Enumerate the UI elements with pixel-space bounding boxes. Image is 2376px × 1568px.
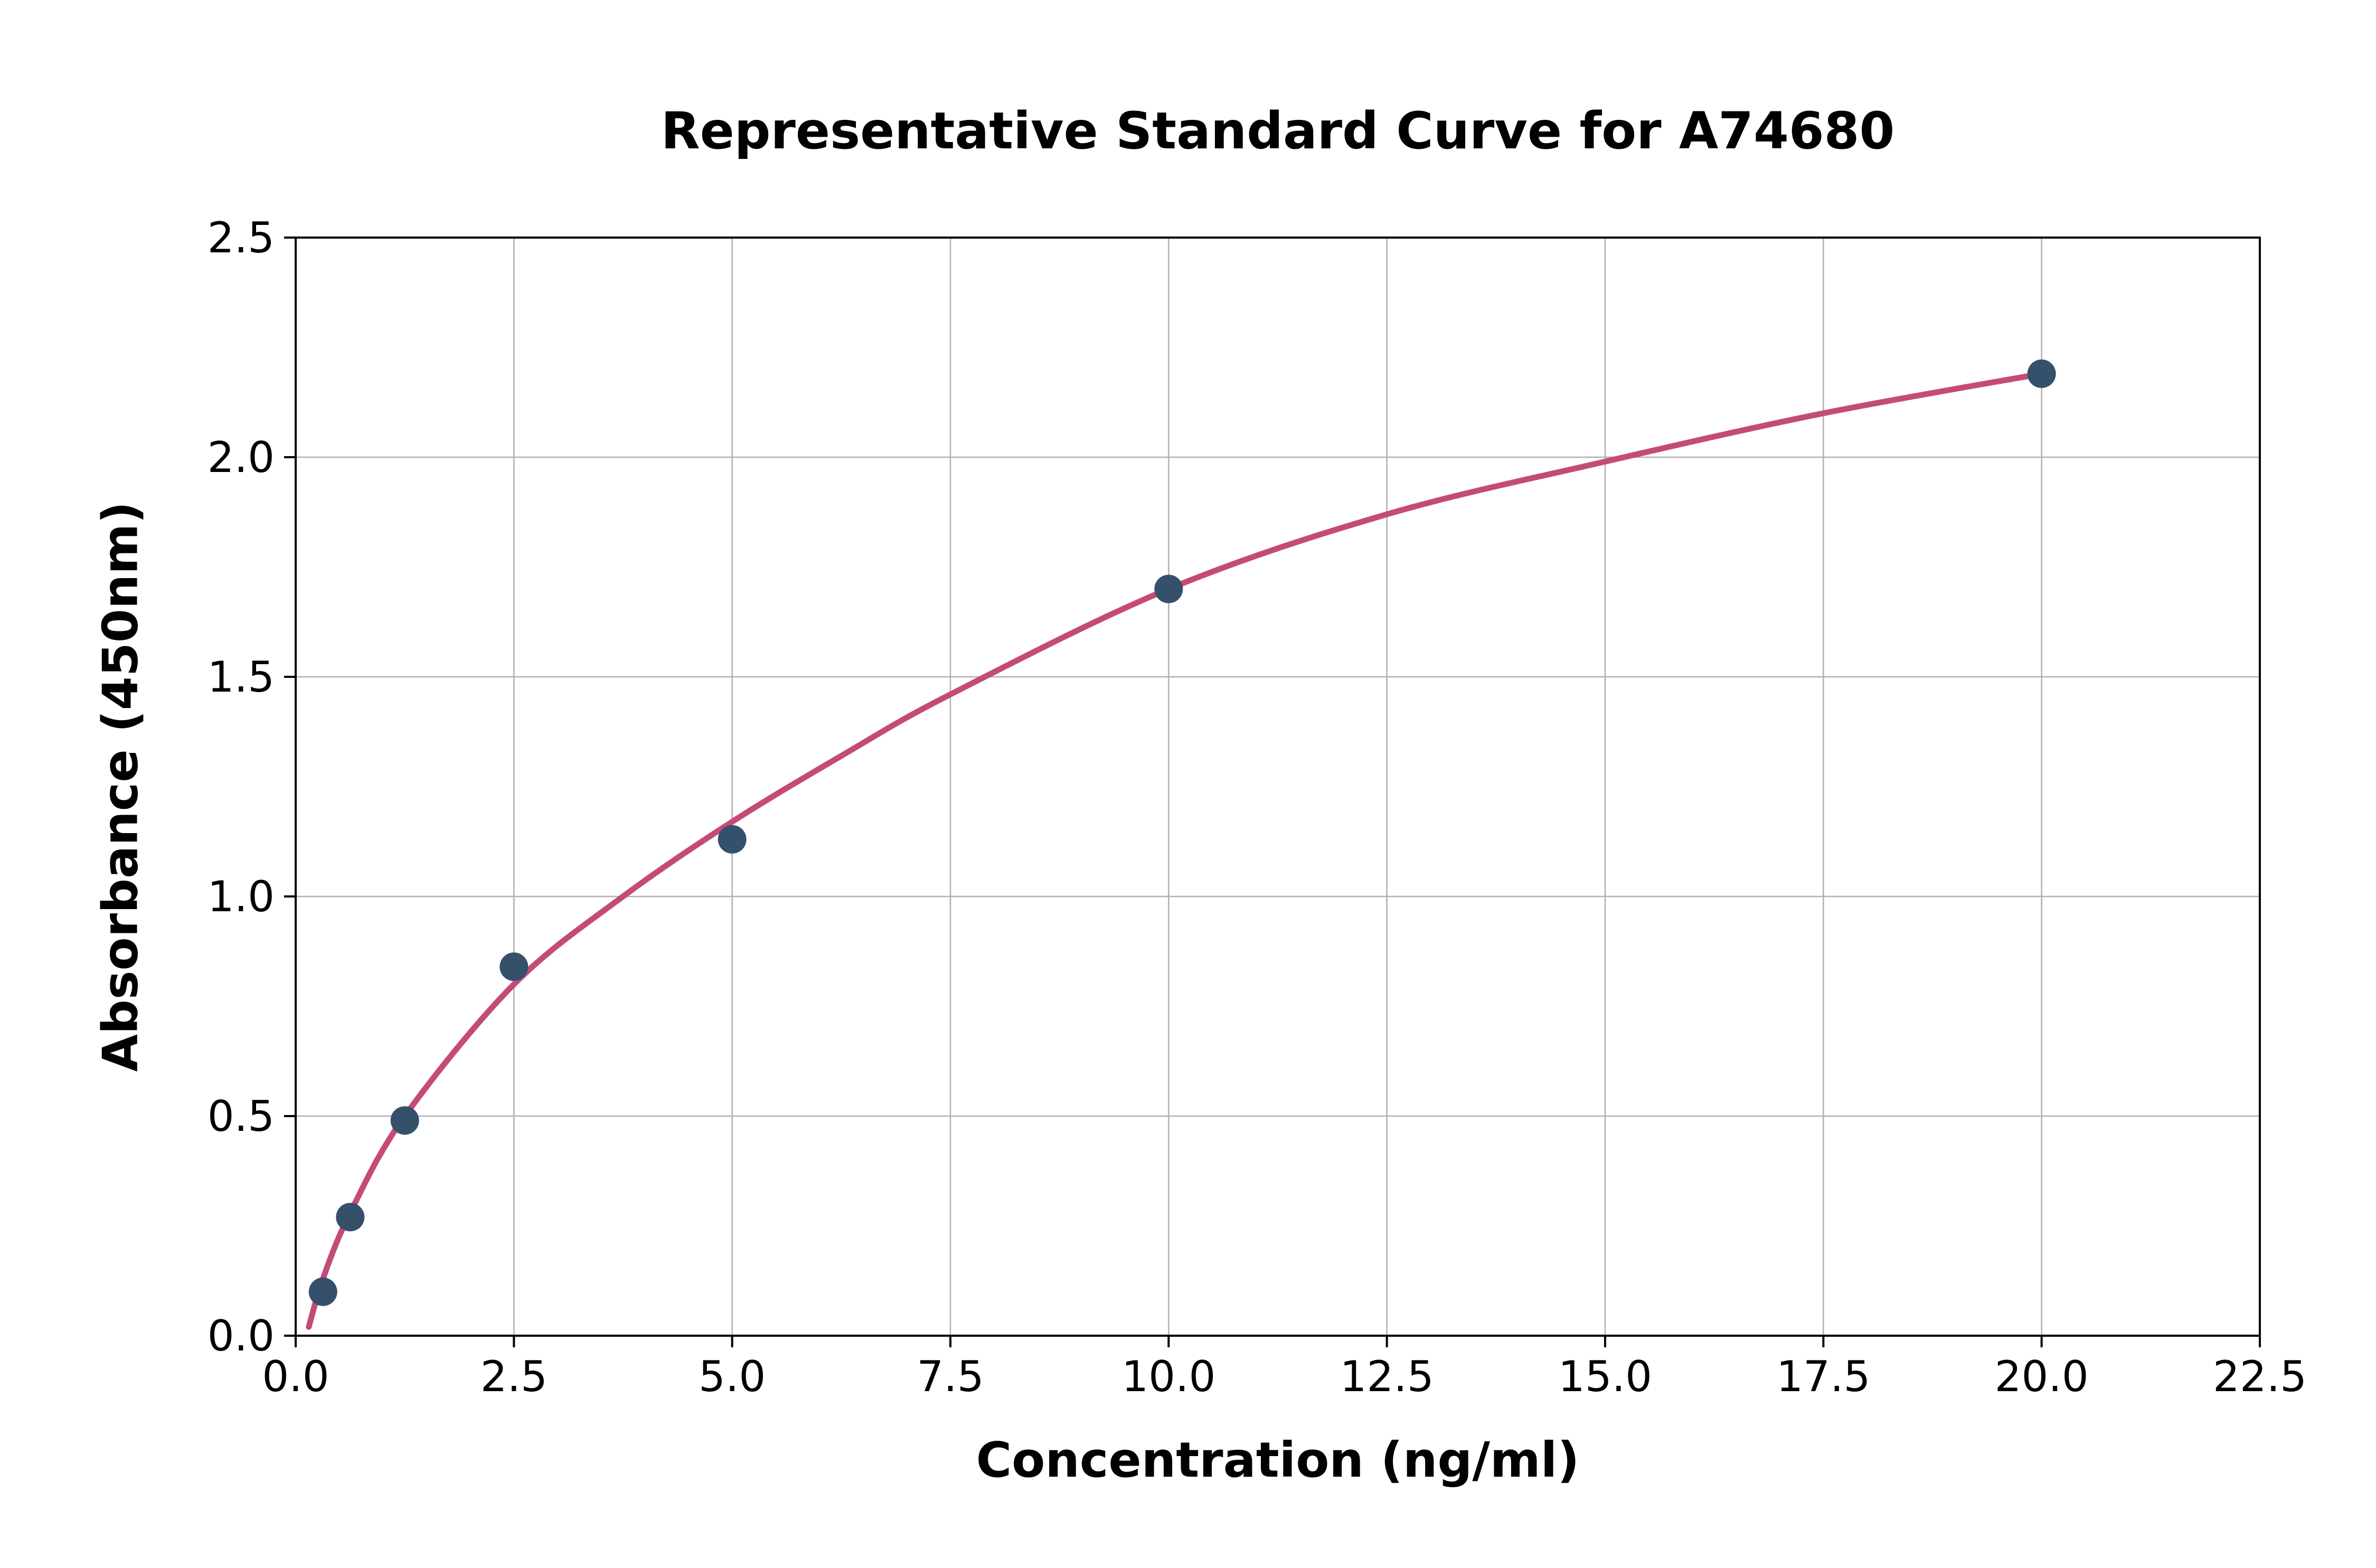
x-axis-label: Concentration (ng/ml) xyxy=(976,1432,1580,1488)
plot-spines xyxy=(295,237,2261,1337)
x-tick-label: 2.5 xyxy=(480,1352,548,1401)
y-tick-label: 0.0 xyxy=(208,1311,275,1361)
y-tick-label: 1.0 xyxy=(208,872,275,921)
axis-ticks: 0.0 2.5 5.0 7.5 10.0 12.5 15.0 17.5 20.0 22.5 0.0 0… xyxy=(208,213,2307,1401)
x-tick-label: 22.5 xyxy=(2213,1352,2307,1401)
x-tick-label: 20.0 xyxy=(1995,1352,2089,1401)
x-tick-label: 0.0 xyxy=(262,1352,329,1401)
x-tick-label: 10.0 xyxy=(1121,1352,1215,1401)
data-point xyxy=(1154,574,1183,603)
y-tick-label: 2.0 xyxy=(208,433,275,482)
y-axis-label: Absorbance (450nm) xyxy=(92,501,149,1072)
x-tick-label: 5.0 xyxy=(699,1352,766,1401)
data-point xyxy=(499,952,529,981)
x-tick-label: 12.5 xyxy=(1340,1352,1434,1401)
data-point xyxy=(390,1106,419,1135)
gridlines xyxy=(295,237,2261,1337)
data-point xyxy=(2027,359,2056,388)
y-tick-label: 0.5 xyxy=(208,1092,275,1141)
data-point xyxy=(718,825,747,854)
y-tick-label: 2.5 xyxy=(208,213,275,262)
y-tick-label: 1.5 xyxy=(208,653,275,702)
plot-border xyxy=(295,237,2261,1337)
standard-curve-line xyxy=(306,371,2045,1330)
fit-curve xyxy=(306,371,2045,1330)
x-tick-label: 17.5 xyxy=(1776,1352,1870,1401)
data-points xyxy=(308,359,2056,1306)
x-tick-label: 15.0 xyxy=(1558,1352,1652,1401)
data-point xyxy=(336,1203,365,1232)
chart-title: Representative Standard Curve for A74680 xyxy=(661,101,1895,160)
x-tick-label: 7.5 xyxy=(917,1352,984,1401)
data-point xyxy=(308,1277,337,1306)
